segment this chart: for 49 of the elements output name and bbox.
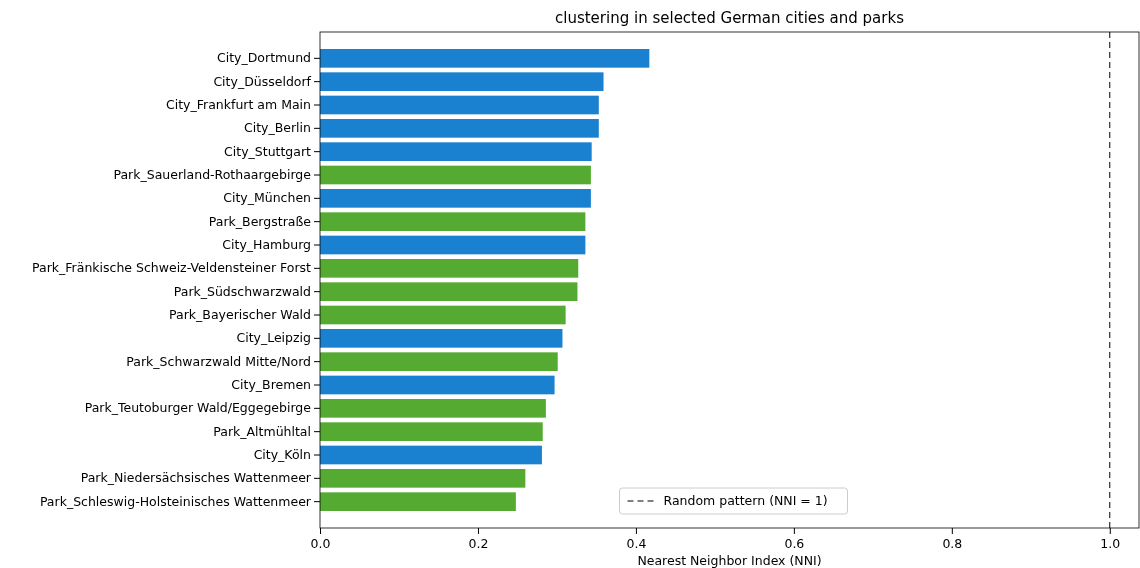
bar — [320, 282, 578, 301]
bar — [320, 119, 599, 138]
bar — [320, 165, 591, 185]
x-tick-label: 0.2 — [468, 536, 489, 552]
y-tick-label: Park_Altmühltal — [213, 423, 311, 439]
y-tick-label: City_Köln — [253, 447, 311, 462]
x-tick-label: 1.0 — [1100, 536, 1121, 552]
bar — [320, 422, 543, 441]
bar — [320, 259, 579, 278]
chart-title: clustering in selected German cities and parks — [555, 9, 905, 27]
y-tick-label: City_Leipzig — [236, 330, 311, 346]
y-tick-label: Park_Schleswig-Holsteinisches Wattenmeer — [39, 493, 312, 509]
bar — [320, 142, 592, 161]
bar — [320, 445, 542, 465]
y-tick-label: City_Bremen — [231, 377, 311, 392]
y-tick-label: City_Düsseldorf — [213, 73, 312, 89]
bar — [320, 189, 591, 208]
y-tick-label: Park_Teutoburger Wald/Eggegebirge — [84, 400, 312, 416]
x-tick-label: 0.8 — [942, 536, 963, 552]
bar — [320, 305, 566, 325]
y-tick-label: Park_Sauerland-Rothaargebirge — [113, 167, 312, 182]
bar — [320, 399, 546, 418]
x-tick-label: 0.0 — [310, 536, 331, 552]
bar — [320, 212, 586, 231]
y-tick-label: Park_Schwarzwald Mitte/Nord — [126, 353, 311, 369]
y-tick-label: City_Frankfurt am Main — [166, 97, 311, 112]
y-tick-label: City_München — [223, 190, 311, 206]
y-tick-label: City_Hamburg — [222, 237, 311, 252]
y-tick-label: City_Berlin — [243, 120, 311, 136]
y-tick-label: Park_Bayerischer Wald — [169, 307, 311, 322]
y-tick-label: Park_Südschwarzwald — [173, 283, 311, 299]
y-tick-label: City_Stuttgart — [224, 143, 312, 159]
y-tick-label: City_Dortmund — [216, 50, 311, 66]
bar — [320, 49, 650, 68]
y-tick-label: Park_Niedersächsisches Wattenmeer — [80, 470, 312, 486]
bar — [320, 352, 558, 371]
bar — [320, 375, 555, 395]
bar — [320, 72, 604, 91]
bar — [320, 235, 586, 255]
x-tick-label: 0.4 — [626, 536, 647, 552]
y-tick-label: Park_Bergstraße — [208, 213, 312, 229]
x-axis-title: Nearest Neighbor Index (NNI) — [637, 553, 822, 568]
y-tick-label: Park_Fränkische Schweiz-Veldensteiner Forst — [32, 260, 312, 276]
bar — [320, 95, 599, 115]
bar — [320, 492, 516, 511]
ref-line-label: Random pattern (NNI = 1) — [663, 493, 828, 508]
bar — [320, 329, 563, 348]
x-tick-label: 0.6 — [784, 536, 805, 552]
bar — [320, 469, 526, 488]
